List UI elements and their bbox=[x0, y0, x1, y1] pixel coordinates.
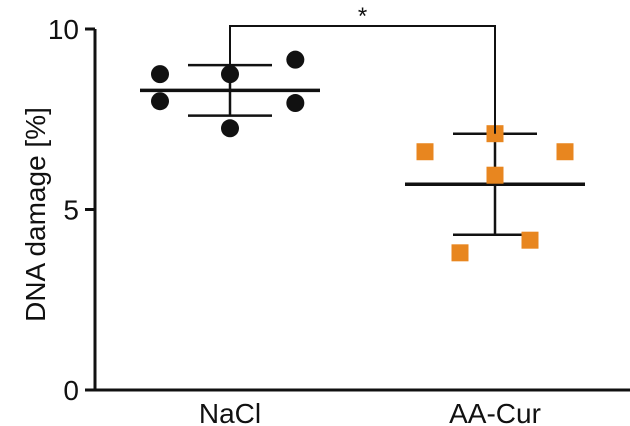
data-point bbox=[521, 231, 539, 249]
y-ticks: 0 5 10 bbox=[48, 14, 95, 406]
data-point bbox=[151, 92, 169, 111]
data-point bbox=[221, 65, 239, 84]
data-point bbox=[221, 119, 239, 138]
y-tick-label: 5 bbox=[63, 195, 79, 226]
y-tick-label: 0 bbox=[63, 375, 79, 406]
data-point bbox=[286, 50, 305, 69]
x-tick-label: NaCl bbox=[199, 398, 261, 426]
y-tick-label: 10 bbox=[48, 14, 79, 45]
x-tick-label: AA-Cur bbox=[449, 398, 541, 426]
significance-label: * bbox=[358, 3, 367, 30]
mean-sd-bars bbox=[140, 63, 585, 237]
data-points bbox=[151, 50, 574, 262]
y-axis-label: DNA damage [%] bbox=[20, 107, 51, 322]
data-point bbox=[556, 143, 574, 161]
axes bbox=[93, 29, 630, 392]
bracket-line bbox=[229, 25, 496, 134]
data-point bbox=[416, 143, 434, 161]
data-point bbox=[451, 244, 469, 262]
data-point bbox=[151, 65, 169, 84]
significance-bracket: * bbox=[229, 3, 496, 134]
data-point bbox=[286, 94, 305, 113]
data-point bbox=[486, 166, 504, 184]
x-tick-labels: NaCl AA-Cur bbox=[199, 398, 541, 426]
